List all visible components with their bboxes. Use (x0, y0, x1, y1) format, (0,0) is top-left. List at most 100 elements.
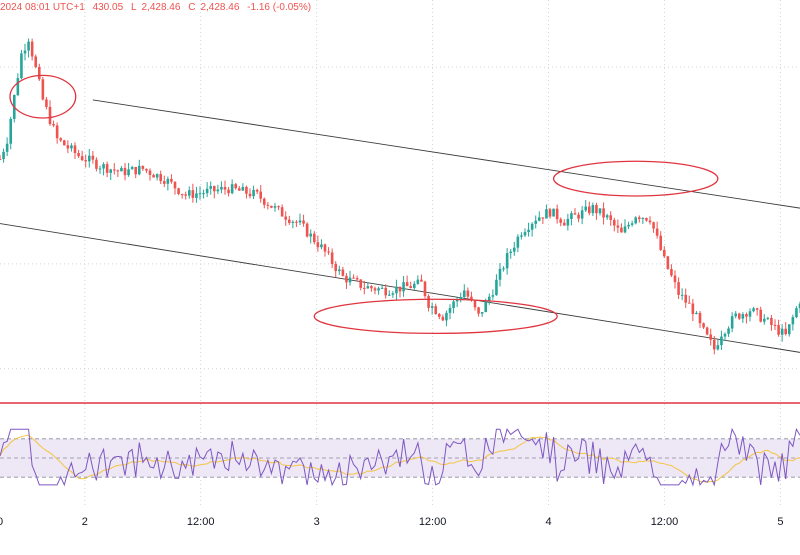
candle-body (370, 286, 373, 289)
candle-body (34, 56, 38, 68)
x-tick-label: 3 (314, 516, 320, 528)
candle-body (559, 219, 563, 223)
candle-body (234, 184, 238, 189)
candle-body (777, 325, 780, 335)
candle-body (416, 279, 420, 284)
candle-body (202, 193, 205, 195)
candle-body (155, 174, 159, 178)
candle-body (677, 282, 680, 295)
candle-body (87, 155, 91, 162)
candle-body (255, 189, 259, 192)
candle-body (277, 206, 280, 208)
candle-body (320, 244, 323, 248)
candle-body (595, 205, 598, 214)
candle-body (759, 309, 763, 322)
trend-channel (0, 99, 800, 353)
candle-body (730, 316, 734, 329)
x-tick-label: 12:00 (419, 516, 447, 528)
candle-body (127, 169, 130, 176)
candle-body (555, 208, 559, 220)
candle-body (420, 279, 423, 282)
candle-body (741, 314, 745, 319)
candle-body (427, 296, 430, 308)
candle-body (109, 169, 113, 173)
candle-body (452, 301, 455, 308)
ohlc-high: 430.05 (92, 2, 124, 13)
candle-body (377, 288, 380, 291)
candle-body (502, 268, 505, 270)
candle-body (266, 204, 270, 206)
candle-body (705, 327, 709, 335)
x-tick-label: 12:00 (651, 516, 679, 528)
candle-body (630, 223, 634, 225)
candle-body (284, 216, 288, 220)
candle-body (441, 316, 445, 321)
ohlc-legend: 2024 08:01 UTC+1 430.05 L 2,428.46 C 2,428… (0, 0, 316, 16)
candle-body (291, 221, 295, 223)
candle-body (295, 221, 298, 223)
candle-body (23, 50, 27, 54)
channel-upper-line (92, 99, 800, 209)
candle-body (545, 209, 548, 219)
candle-body (198, 193, 202, 195)
candle-body (616, 225, 620, 228)
candle-body (534, 220, 538, 224)
candle-body (609, 215, 613, 220)
candle-body (134, 166, 138, 175)
rsi-line (0, 427, 800, 487)
candle-body (162, 181, 166, 184)
candle-body (748, 311, 752, 317)
candle-body (52, 124, 55, 126)
candle-body (512, 247, 516, 252)
candle-body (2, 151, 5, 160)
ohlc-close: 2,428.46 (200, 2, 240, 13)
candle-body (580, 210, 584, 219)
candle-body (634, 217, 638, 224)
candle-body (66, 145, 70, 149)
x-tick-label: 5 (777, 516, 783, 528)
candle-body (48, 106, 52, 125)
x-tick-label: 12:00 (187, 516, 215, 528)
candle-body (223, 186, 227, 190)
highlight-zones (9, 74, 719, 335)
candle-body (241, 186, 245, 191)
candle-body (184, 194, 188, 196)
candle-body (41, 79, 45, 100)
candle-body (516, 236, 520, 248)
candle-body (98, 168, 102, 170)
rsi-pane (0, 427, 800, 487)
candle-body (562, 222, 566, 226)
candle-body (130, 166, 134, 170)
candle-body (762, 318, 766, 322)
candle-body (59, 138, 63, 141)
candle-body (398, 286, 402, 292)
candle-body (112, 169, 116, 171)
candle-body (423, 281, 427, 297)
candle-body (105, 164, 109, 173)
candle-body (355, 278, 359, 280)
candle-body (159, 174, 163, 182)
candle-body (30, 41, 34, 57)
candle-body (459, 297, 463, 300)
channel-lower-line (0, 223, 800, 353)
candle-body (220, 186, 223, 190)
candle-body (637, 217, 641, 220)
candle-body (352, 277, 355, 279)
candle-body (477, 307, 480, 314)
ohlc-low: 2,428.46 (141, 2, 181, 13)
candle-body (498, 268, 502, 280)
candle-body (348, 277, 352, 283)
candle-body (627, 224, 630, 227)
candle-body (248, 193, 252, 197)
candle-body (662, 249, 666, 257)
candle-body (716, 345, 720, 350)
candle-body (687, 302, 691, 304)
candle-body (584, 206, 588, 211)
candle-body (673, 275, 677, 283)
candle-body (148, 170, 152, 175)
candle-body (280, 207, 284, 217)
candle-body (380, 287, 384, 289)
candle-body (598, 208, 602, 214)
candle-body (412, 283, 416, 288)
